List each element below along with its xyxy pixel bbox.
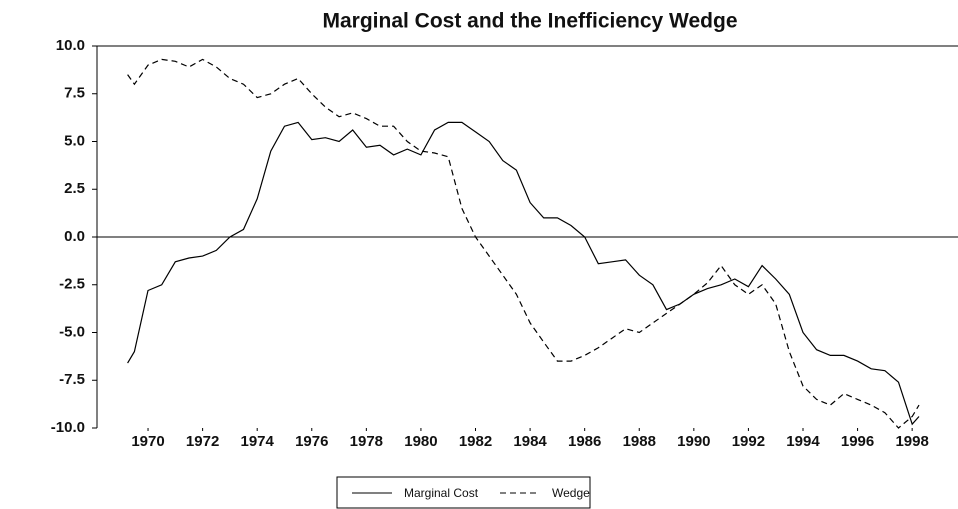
y-tick-label: 2.5 <box>64 180 85 197</box>
legend-label: Wedge <box>552 486 590 500</box>
y-tick-label: 5.0 <box>64 132 85 149</box>
x-tick-label: 1998 <box>895 433 928 450</box>
x-tick-label: 1970 <box>131 433 164 450</box>
x-tick-label: 1994 <box>786 433 820 450</box>
chart-title: Marginal Cost and the Inefficiency Wedge <box>322 10 737 33</box>
series-line <box>127 121 920 426</box>
legend-box <box>336 476 591 509</box>
y-tick-label: 0.0 <box>64 228 85 245</box>
x-tick-label: 1984 <box>513 433 547 450</box>
x-tick-label: 1990 <box>677 433 710 450</box>
x-tick-label: 1978 <box>350 433 383 450</box>
y-tick-label: -7.5 <box>59 371 85 388</box>
y-tick-label: -2.5 <box>59 276 85 293</box>
x-tick-label: 1974 <box>241 433 275 450</box>
legend-label: Marginal Cost <box>404 486 479 500</box>
x-tick-label: 1986 <box>568 433 601 450</box>
x-tick-label: 1988 <box>623 433 656 450</box>
y-tick-label: 10.0 <box>56 37 85 54</box>
y-tick-label: -10.0 <box>51 419 85 436</box>
x-tick-label: 1976 <box>295 433 328 450</box>
x-tick-label: 1992 <box>732 433 765 450</box>
series-line <box>127 58 920 429</box>
x-tick-label: 1982 <box>459 433 492 450</box>
y-tick-label: 7.5 <box>64 85 85 102</box>
x-tick-label: 1980 <box>404 433 437 450</box>
x-tick-label: 1996 <box>841 433 874 450</box>
x-tick-label: 1972 <box>186 433 219 450</box>
y-tick-label: -5.0 <box>59 323 85 340</box>
